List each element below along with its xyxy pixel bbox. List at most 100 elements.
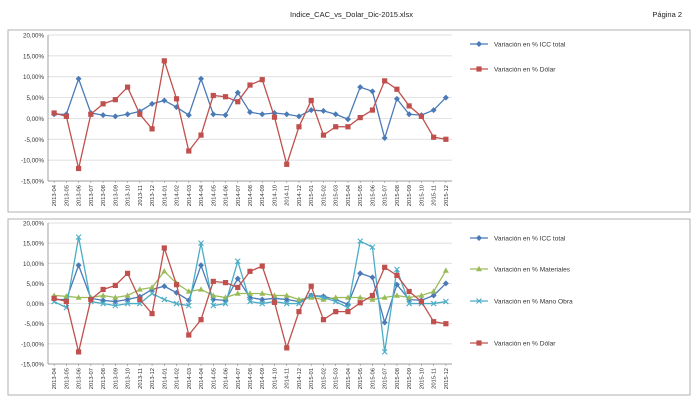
data-point [345, 309, 351, 315]
data-point [75, 234, 82, 240]
data-point [369, 244, 376, 251]
data-point [149, 311, 155, 317]
data-point [320, 317, 327, 323]
x-tick-label: 2013-07 [89, 368, 95, 389]
x-tick-label: 2014-04 [199, 184, 205, 206]
data-point [394, 266, 400, 273]
data-point [124, 270, 131, 276]
data-point [161, 296, 168, 303]
x-tick-label: 2013-12 [150, 185, 156, 206]
y-tick-label: -5,00% [24, 321, 44, 328]
legend-label-line: Variación en % Materiales [494, 267, 571, 274]
series-dolar [51, 245, 449, 355]
data-point [381, 135, 388, 142]
y-tick-label: 0,00% [26, 301, 44, 308]
x-tick-label: 2015-10 [419, 368, 425, 389]
data-point [161, 283, 168, 290]
x-tick-label: 2015-11 [432, 185, 438, 206]
x-tick-label: 2014-06 [224, 185, 230, 206]
data-point [442, 298, 449, 305]
legend-entry: Variación en % Dólar [470, 66, 556, 74]
x-tick-label: 2014-04 [199, 367, 205, 389]
data-point [124, 300, 131, 307]
data-point [308, 283, 314, 289]
x-tick-label: 2015-06 [370, 185, 376, 206]
data-point [296, 309, 302, 315]
data-point [332, 294, 339, 300]
data-point [100, 101, 106, 107]
data-point [320, 107, 327, 114]
x-tick-label: 2014-08 [248, 368, 254, 389]
x-tick-label: 2015-07 [383, 368, 389, 389]
data-point [295, 296, 302, 302]
x-tick-label: 2014-01 [162, 185, 168, 206]
legend-marker [476, 41, 482, 47]
data-point [234, 290, 241, 296]
data-point [381, 349, 388, 355]
data-point [76, 165, 82, 172]
data-point [357, 300, 363, 306]
data-point [161, 97, 168, 104]
x-tick-label: 2015-02 [321, 368, 327, 389]
legend-label: Variación en % Dólar [494, 67, 556, 74]
x-tick-label: 2015-05 [358, 185, 364, 206]
data-point [296, 124, 302, 130]
data-point [369, 296, 376, 302]
data-point [320, 132, 327, 138]
chart-dolar-vs-icc: 20,00% 15,00% 10,00% 5,00% 0,00% -5,00% -10,00… [7, 29, 691, 213]
x-tick-label: 2015-07 [383, 185, 389, 206]
y-tick-label: -15,00% [21, 179, 45, 186]
x-tick-label: 2013-10 [126, 185, 132, 206]
series-dolar [51, 58, 449, 172]
x-tick-label: 2015-12 [444, 185, 450, 206]
data-point [247, 109, 253, 116]
data-point [173, 282, 180, 288]
data-point [124, 111, 131, 118]
data-point [234, 275, 241, 282]
x-tick-label: 2013-09 [113, 185, 119, 206]
x-tick-label: 2014-10 [272, 185, 278, 206]
data-point [333, 309, 339, 315]
data-point [308, 294, 315, 300]
x-tick-label: 2014-07 [236, 368, 242, 389]
y-tick-label: 0,00% [26, 116, 44, 123]
data-point [271, 299, 278, 305]
x-tick-label: 2015-04 [346, 184, 352, 206]
data-point [137, 296, 143, 303]
data-point [345, 124, 351, 130]
data-point [198, 75, 205, 82]
legend-label-line: Variación en % ICC total [494, 236, 566, 243]
data-point [320, 296, 327, 302]
data-point [210, 111, 217, 118]
data-point [283, 292, 290, 298]
series-line [54, 76, 447, 141]
data-point [431, 134, 437, 140]
x-tick-label: 2013-07 [89, 185, 95, 206]
data-point [63, 298, 69, 305]
x-tick-label: 2015-09 [407, 185, 413, 206]
data-point [198, 240, 204, 247]
y-tick-label: 5,00% [26, 281, 44, 288]
x-tick-label: 2015-10 [419, 185, 425, 206]
data-point [173, 96, 180, 102]
data-point [247, 294, 253, 301]
data-point [100, 286, 106, 293]
x-tick-label: 2015-02 [321, 185, 327, 206]
legend-label-line: Variación en % Dólar [494, 341, 556, 348]
data-point [51, 110, 57, 116]
x-tick-label: 2013-09 [113, 368, 119, 389]
y-tick-label: 15,00% [23, 241, 44, 248]
chart-frame [7, 29, 691, 213]
legend-label-line: Variación en % ICC total [494, 42, 566, 49]
data-point [406, 103, 412, 109]
data-point [369, 88, 376, 95]
data-point [381, 294, 388, 300]
data-point [259, 290, 266, 296]
data-point [296, 300, 302, 307]
data-point [295, 113, 302, 120]
x-tick-label: 2014-02 [175, 368, 181, 389]
data-point [320, 294, 327, 301]
x-tick-label: 2013-05 [64, 185, 70, 206]
data-point [442, 267, 449, 273]
legend-entry: Variación en % ICC total [470, 235, 566, 243]
